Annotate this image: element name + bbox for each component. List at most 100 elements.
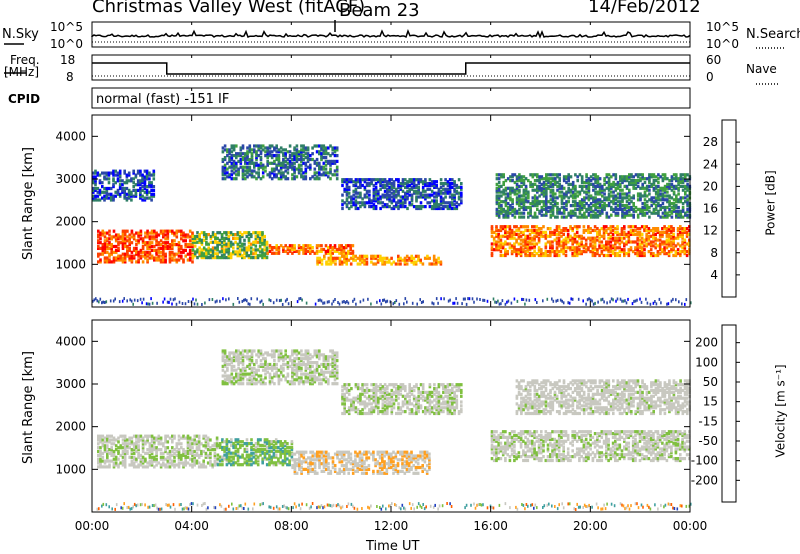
data-cell	[291, 177, 294, 181]
data-cell	[141, 246, 145, 250]
data-cell	[619, 207, 622, 211]
data-cell	[654, 200, 658, 204]
data-cell	[437, 189, 441, 193]
data-cell	[157, 436, 161, 440]
data-cell	[207, 233, 210, 237]
data-cell	[123, 258, 127, 262]
data-cell	[686, 207, 689, 211]
data-cell	[132, 465, 136, 469]
ground-noise-cell	[129, 298, 131, 302]
data-cell	[430, 182, 434, 186]
data-cell	[529, 207, 532, 211]
data-cell	[374, 187, 378, 191]
data-cell	[551, 248, 554, 252]
data-cell	[578, 190, 582, 194]
data-cell	[250, 159, 254, 163]
data-cell	[227, 457, 231, 461]
data-cell	[232, 242, 235, 246]
data-cell	[522, 198, 526, 202]
data-cell	[538, 202, 541, 206]
data-cell	[684, 200, 687, 204]
data-cell	[213, 451, 217, 455]
data-cell	[150, 173, 153, 177]
data-cell	[121, 461, 125, 465]
data-cell	[234, 461, 238, 465]
data-cell	[110, 246, 113, 250]
data-cell	[681, 215, 685, 219]
data-cell	[202, 234, 206, 239]
data-cell	[244, 177, 247, 181]
data-cell	[343, 180, 346, 184]
data-cell	[103, 241, 107, 245]
data-cell	[546, 250, 550, 254]
ground-noise-cell	[561, 299, 563, 303]
data-cell	[667, 227, 671, 231]
data-cell	[540, 192, 544, 196]
ground-noise-cell	[184, 302, 187, 306]
data-cell	[562, 232, 565, 236]
data-cell	[132, 169, 135, 173]
data-cell	[666, 194, 669, 198]
data-cell	[629, 240, 633, 244]
data-cell	[529, 173, 532, 177]
data-cell	[99, 233, 102, 237]
data-cell	[143, 175, 147, 179]
data-cell	[518, 215, 521, 219]
data-cell	[130, 260, 134, 264]
data-cell	[544, 246, 548, 250]
data-cell	[571, 213, 575, 217]
data-cell	[343, 258, 346, 262]
data-cell	[282, 148, 285, 152]
data-cell	[130, 463, 134, 467]
data-cell	[672, 209, 676, 213]
data-cell	[116, 177, 120, 181]
data-cell	[130, 190, 133, 194]
ground-noise-cell	[250, 297, 253, 301]
data-cell	[162, 463, 165, 467]
data-cell	[585, 202, 588, 206]
data-cell	[639, 186, 642, 190]
data-cell	[658, 246, 662, 250]
data-cell	[554, 180, 557, 185]
data-cell	[232, 148, 236, 152]
data-cell	[509, 192, 512, 196]
data-cell	[327, 251, 330, 255]
data-cell	[439, 262, 443, 266]
data-cell	[625, 252, 628, 256]
data-cell	[397, 185, 400, 189]
data-cell	[244, 173, 247, 177]
data-cell	[94, 196, 97, 200]
data-cell	[565, 192, 568, 196]
data-cell	[117, 246, 120, 250]
data-cell	[275, 167, 278, 171]
data-cell	[270, 154, 274, 158]
data-cell	[504, 192, 508, 196]
data-cell	[551, 192, 555, 196]
data-cell	[406, 195, 409, 199]
data-cell	[230, 150, 234, 154]
data-cell	[533, 211, 537, 215]
data-cell	[591, 244, 595, 248]
data-cell	[239, 455, 242, 459]
data-cell	[417, 195, 420, 199]
data-cell	[177, 254, 181, 258]
data-cell	[560, 240, 563, 244]
data-cell	[631, 225, 635, 229]
data-cell	[522, 215, 526, 219]
data-cell	[591, 252, 595, 256]
data-cell	[230, 455, 233, 459]
data-cell	[654, 242, 657, 246]
data-cell	[108, 241, 111, 245]
data-cell	[528, 238, 532, 242]
data-cell	[424, 189, 427, 193]
data-cell	[300, 247, 303, 252]
data-cell	[676, 236, 680, 240]
data-cell	[666, 213, 669, 217]
data-cell	[245, 250, 249, 254]
data-cell	[320, 148, 323, 152]
data-cell	[108, 252, 111, 256]
data-cell	[139, 459, 143, 463]
data-cell	[652, 244, 655, 248]
data-cell	[388, 258, 391, 262]
data-cell	[531, 242, 534, 246]
